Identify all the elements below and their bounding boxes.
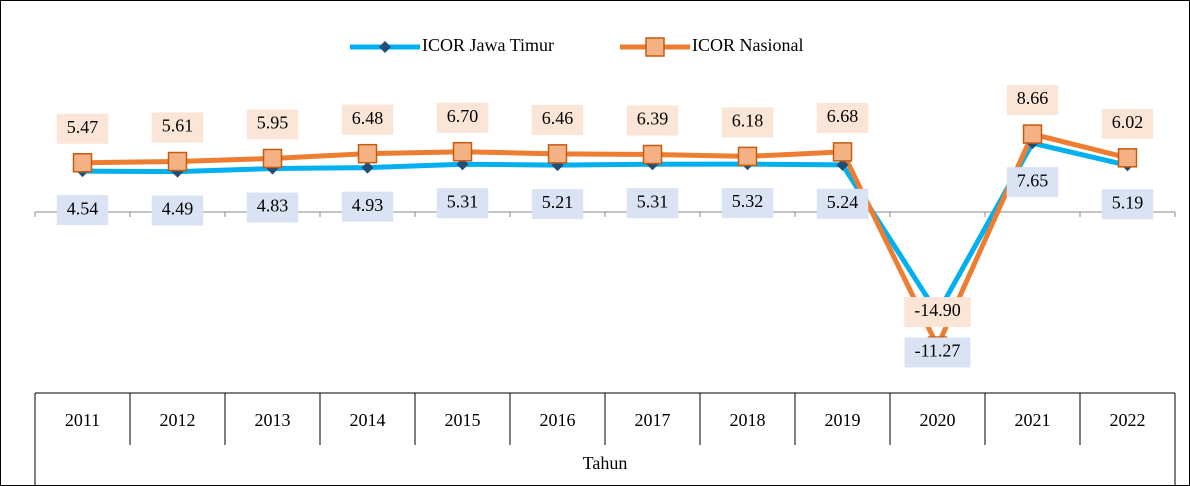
- data-label: 5.24: [827, 192, 859, 212]
- x-tick-label: 2017: [635, 410, 671, 430]
- data-label-box: [816, 188, 869, 219]
- data-label: 5.95: [257, 113, 289, 133]
- data-label-box: [341, 191, 394, 222]
- data-label: 4.93: [352, 195, 384, 215]
- point-marker: [262, 148, 283, 169]
- data-label: 6.68: [827, 106, 859, 126]
- data-label: 5.21: [542, 192, 574, 212]
- data-label: 5.31: [637, 191, 669, 211]
- data-label: -14.90: [914, 300, 961, 320]
- legend-marker: [645, 37, 665, 57]
- data-label: 6.39: [637, 109, 669, 129]
- data-label: 8.66: [1017, 88, 1049, 108]
- point-marker: [167, 151, 188, 172]
- data-label-box: [151, 112, 204, 143]
- point-marker: [452, 141, 473, 162]
- series-line: [82, 140, 1129, 316]
- point-marker: [72, 153, 93, 173]
- data-label-box: [721, 188, 774, 219]
- data-label: 6.18: [732, 111, 764, 131]
- data-label: -11.27: [915, 341, 961, 361]
- data-label-box: [626, 105, 679, 136]
- data-label-box: [341, 104, 394, 135]
- data-label-box: [626, 188, 679, 219]
- x-tick-label: 2013: [255, 410, 291, 430]
- x-tick-label: 2015: [445, 410, 481, 430]
- point-marker: [1022, 124, 1043, 144]
- data-label-box: [816, 102, 869, 133]
- data-label: 4.83: [257, 196, 289, 216]
- data-label-box: [531, 189, 584, 220]
- data-label: 4.49: [162, 199, 194, 219]
- x-tick-label: 2020: [920, 410, 956, 430]
- x-tick-label: 2018: [730, 410, 766, 430]
- x-axis-title: Tahun: [583, 453, 628, 473]
- point-marker: [357, 143, 378, 164]
- data-label-box: [246, 192, 299, 223]
- data-label-box: [1101, 189, 1154, 220]
- x-tick-label: 2022: [1110, 410, 1146, 430]
- data-label: 6.48: [352, 108, 384, 128]
- data-label-box: [56, 195, 109, 226]
- point-marker: [1117, 148, 1138, 168]
- point-marker: [836, 158, 849, 171]
- data-label-box: [436, 102, 489, 133]
- point-marker: [642, 144, 663, 165]
- data-label-box: [246, 109, 299, 140]
- data-label: 7.65: [1017, 170, 1049, 190]
- data-label-box: [904, 337, 971, 368]
- x-tick-label: 2011: [65, 410, 100, 430]
- data-label: 5.61: [162, 116, 194, 136]
- data-label: 6.46: [542, 108, 574, 128]
- data-label-box: [904, 297, 971, 328]
- data-label: 5.19: [1112, 192, 1144, 212]
- data-label-box: [1006, 167, 1059, 198]
- point-marker: [832, 142, 853, 162]
- data-label: 5.32: [732, 191, 764, 211]
- point-marker: [737, 146, 758, 167]
- point-marker: [547, 144, 568, 164]
- x-tick-label: 2019: [825, 410, 861, 430]
- data-label-box: [436, 188, 489, 219]
- data-label: 5.31: [447, 191, 479, 211]
- data-label: 4.54: [67, 198, 99, 218]
- x-tick-label: 2021: [1015, 410, 1051, 430]
- x-tick-label: 2014: [350, 410, 386, 430]
- x-tick-label: 2016: [540, 410, 576, 430]
- data-label-box: [151, 195, 204, 226]
- data-label: 5.47: [67, 117, 99, 137]
- data-label-box: [56, 113, 109, 144]
- data-label-box: [721, 107, 774, 138]
- x-tick-label: 2012: [160, 410, 196, 430]
- data-label-box: [531, 104, 584, 135]
- data-label: 6.02: [1112, 112, 1144, 132]
- legend-marker: [379, 41, 391, 53]
- legend-label: ICOR Jawa Timur: [422, 35, 554, 55]
- legend-label: ICOR Nasional: [692, 35, 804, 55]
- point-marker: [361, 161, 374, 174]
- data-label-box: [1101, 108, 1154, 139]
- data-label-box: [1006, 85, 1059, 116]
- data-label: 6.70: [447, 106, 479, 126]
